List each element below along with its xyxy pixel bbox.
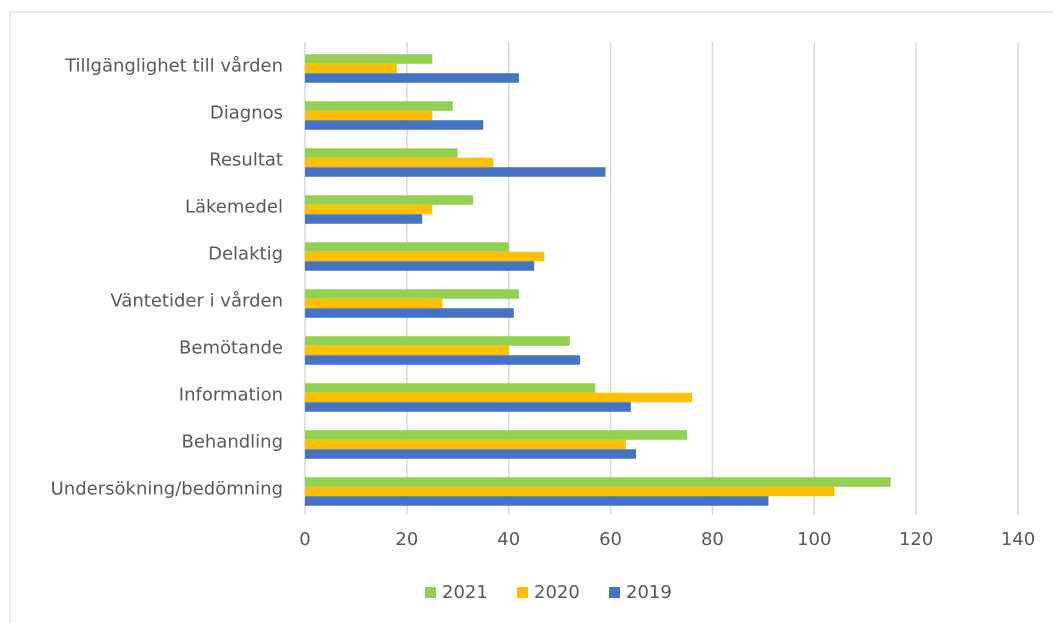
bar — [305, 110, 433, 121]
bar — [305, 486, 835, 497]
chart-frame — [9, 11, 1053, 623]
bar — [305, 392, 693, 403]
x-tick-label: 60 — [599, 529, 622, 550]
y-tick-label: Delaktig — [208, 244, 283, 265]
bar — [305, 204, 433, 215]
legend-swatch — [609, 587, 620, 598]
y-tick-label: Resultat — [209, 150, 283, 171]
bar — [305, 101, 453, 111]
bar — [305, 54, 433, 64]
bar — [305, 430, 687, 440]
bar — [305, 449, 637, 459]
y-tick-label: Diagnos — [210, 103, 283, 124]
bar — [305, 289, 519, 299]
bar — [305, 477, 891, 487]
legend-swatch — [517, 587, 528, 598]
x-tick-label: 80 — [701, 529, 724, 550]
bar — [305, 439, 626, 450]
bar — [305, 148, 458, 158]
y-tick-label: Bemötande — [179, 338, 283, 359]
legend-label: 2019 — [626, 582, 672, 603]
y-tick-label: Väntetider i vården — [110, 291, 283, 312]
bar — [305, 402, 631, 412]
bar — [305, 355, 581, 365]
bar — [305, 308, 514, 318]
bar — [305, 63, 397, 74]
bar — [305, 157, 494, 168]
x-tick-label: 40 — [497, 529, 520, 550]
bar — [305, 120, 484, 130]
bar — [305, 336, 570, 346]
bar — [305, 214, 423, 224]
legend-swatch — [425, 587, 436, 598]
bar — [305, 251, 545, 262]
x-tick-label: 0 — [299, 529, 310, 550]
x-tick-label: 20 — [395, 529, 418, 550]
bar — [305, 383, 596, 393]
legend-label: 2021 — [442, 582, 488, 603]
x-tick-label: 140 — [1001, 529, 1035, 550]
y-tick-label: Undersökning/bedömning — [51, 479, 283, 500]
x-tick-label: 120 — [899, 529, 933, 550]
bar — [305, 167, 606, 177]
y-tick-label: Behandling — [181, 432, 283, 453]
x-tick-label: 100 — [797, 529, 831, 550]
bar — [305, 242, 509, 252]
bar — [305, 496, 769, 506]
bar — [305, 345, 509, 356]
legend-label: 2020 — [534, 582, 580, 603]
bar — [305, 195, 474, 205]
bar — [305, 73, 519, 83]
y-tick-label: Tillgänglighet till vården — [64, 56, 283, 77]
bar — [305, 298, 443, 309]
bar — [305, 261, 535, 271]
y-tick-label: Läkemedel — [185, 197, 283, 218]
y-tick-label: Information — [179, 385, 283, 406]
